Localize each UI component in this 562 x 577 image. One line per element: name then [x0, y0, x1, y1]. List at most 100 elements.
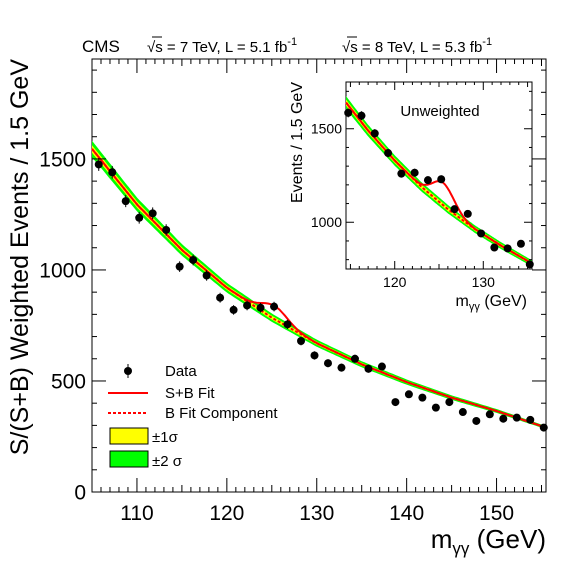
inset-data-point [503, 244, 512, 253]
main-data-point [350, 354, 359, 363]
main-x-tick-label: 120 [209, 502, 244, 525]
inset-data-points [344, 108, 534, 269]
inset-y-tick-labels: 1000 1500 [311, 121, 342, 231]
main-data-point [431, 403, 440, 412]
inset-y-axis-ticks [346, 90, 532, 261]
legend-entry-b-fit: B Fit Component [108, 405, 278, 422]
main-x-tick-label: 140 [389, 502, 424, 525]
y-tick-labels: 0 500 1000 1500 [39, 148, 86, 504]
main-data-point [135, 211, 144, 224]
main-sb-fit-line [91, 148, 547, 429]
inset-data-point [516, 239, 525, 248]
inset-y-tick-label: 1500 [311, 121, 342, 137]
main-data-point [472, 416, 481, 425]
main-data-point [297, 336, 306, 346]
data-points [94, 158, 548, 432]
main-data-point [364, 364, 373, 373]
legend-entry-data: Data [124, 363, 197, 380]
main-data-point [485, 410, 494, 419]
main-data-point [526, 415, 535, 424]
main-data-point [391, 398, 400, 407]
legend: Data S+B Fit B Fit Component ±1σ ±2 σ [108, 363, 278, 470]
main-plot-frame [91, 58, 547, 493]
main-data-point [323, 359, 332, 368]
legend-label-sb-fit: S+B Fit [165, 385, 215, 402]
main-data-point [283, 319, 292, 329]
main-x-tick-label: 110 [120, 502, 153, 525]
inset-y-tick-label: 1000 [311, 214, 342, 230]
inset-x-tick-label: 120 [383, 274, 407, 290]
inset-plot: 120 130 1000 1500 Unweighted mγγ (GeV) Eve… [289, 81, 534, 313]
x-axis-ticks [91, 59, 543, 492]
main-data-point [539, 423, 548, 432]
inset-data-point [463, 209, 472, 218]
inset-y-axis-label: Events / 1.5 GeV [289, 82, 306, 203]
main-data-point [162, 224, 171, 236]
y-axis-label: S/(S+B) Weighted Events / 1.5 GeV [6, 59, 34, 456]
inset-data-point [410, 168, 419, 177]
main-data-point [512, 413, 521, 422]
main-data-point [148, 207, 157, 220]
y-axis-ticks [92, 69, 546, 493]
main-data-point [202, 270, 211, 281]
main-data-point [229, 305, 238, 315]
main-data-point [216, 292, 225, 303]
legend-label-1sigma: ±1σ [152, 429, 179, 446]
legend-entry-2sigma: ±2 σ [109, 450, 183, 470]
main-y-tick-label: 500 [51, 370, 86, 393]
main-x-tick-label: 150 [479, 502, 514, 525]
main-plot: 110 120 130 140 150 0 500 1000 1500 mγγ (GeV) S… [6, 58, 548, 558]
fit-curves [91, 148, 547, 429]
x-tick-labels: 110 120 130 140 150 [120, 502, 514, 525]
main-data-point [337, 363, 346, 372]
main-data-point [445, 398, 454, 407]
main-data-point [243, 300, 252, 311]
inset-data-point [384, 148, 393, 158]
x-axis-label: mγγ (GeV) [431, 524, 546, 558]
main-data-point [108, 165, 117, 179]
main-data-point [256, 302, 265, 313]
inset-data-point [357, 111, 366, 121]
inset-data-point [477, 229, 486, 238]
legend-entry-1sigma: ±1σ [109, 427, 179, 446]
main-data-point [404, 390, 413, 399]
inset-data-point [525, 260, 534, 269]
main-data-point [175, 261, 184, 272]
inset-data-point [423, 176, 432, 185]
main-data-point [458, 408, 467, 417]
lumi-8tev-label: √s = 8 TeV, L = 5.3 fb-1 [342, 36, 492, 56]
main-data-point [418, 393, 427, 402]
inset-plot-frame [345, 81, 533, 270]
inset-data-point [344, 108, 353, 118]
inset-data-point [370, 129, 379, 138]
main-data-point [270, 301, 279, 312]
inset-x-tick-labels: 120 130 [383, 274, 495, 290]
inset-x-tick-label: 130 [472, 274, 496, 290]
inset-band-2sigma-area [346, 96, 532, 267]
main-data-point [377, 362, 386, 371]
main-y-tick-label: 1000 [39, 259, 86, 282]
main-data-point [121, 195, 130, 208]
main-data-point [189, 254, 198, 266]
inset-data-point [437, 175, 446, 184]
legend-label-2sigma: ±2 σ [152, 453, 183, 470]
legend-entry-sb-fit: S+B Fit [108, 385, 215, 402]
lumi-7tev-label: √s = 7 TeV, L = 5.1 fb-1 [147, 36, 297, 56]
legend-label-data: Data [165, 363, 197, 380]
main-data-point [499, 414, 508, 423]
legend-label-b-fit: B Fit Component [165, 405, 278, 422]
experiment-label: CMS [82, 37, 120, 56]
main-data-point [310, 351, 319, 360]
inset-x-axis-label: mγγ (GeV) [456, 293, 527, 313]
inset-data-point [490, 243, 499, 252]
legend-marker-data [124, 367, 132, 375]
inset-data-point [397, 169, 406, 178]
main-x-tick-label: 130 [299, 502, 334, 525]
main-data-point [94, 158, 103, 171]
main-y-tick-label: 0 [74, 481, 86, 504]
inset-title: Unweighted [400, 103, 479, 120]
main-y-tick-label: 1500 [39, 148, 86, 171]
inset-band-2sigma [346, 96, 532, 267]
inset-data-point [450, 205, 459, 214]
